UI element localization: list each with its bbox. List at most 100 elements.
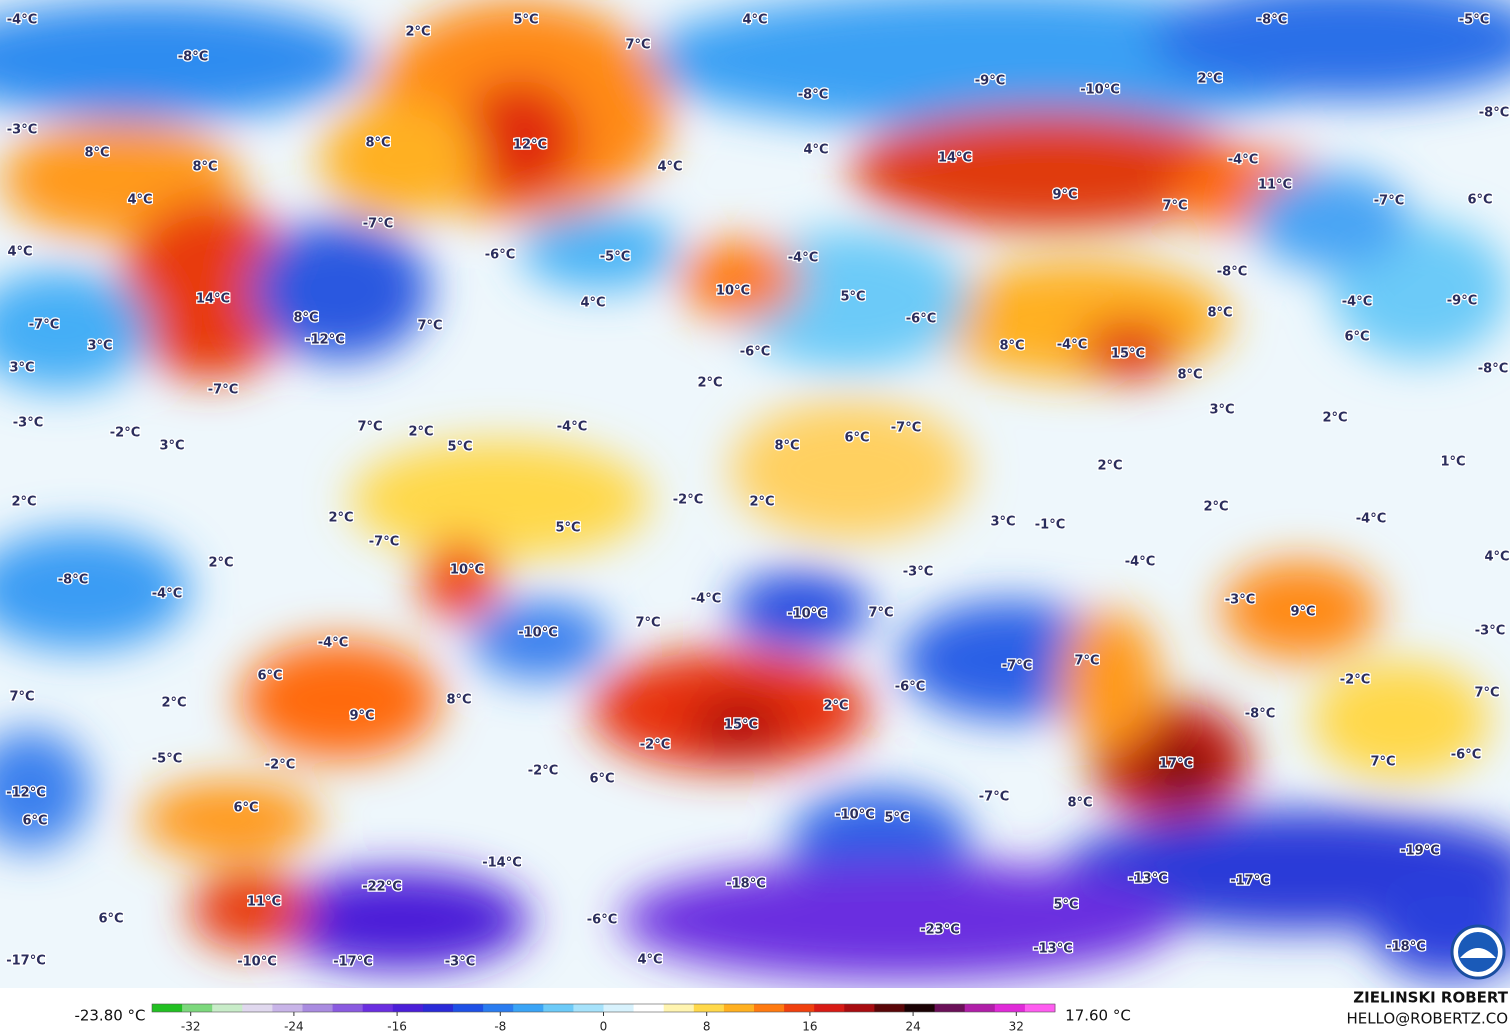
temperature-label: -17°C (333, 955, 373, 970)
temperature-label: -3°C (445, 955, 475, 970)
temperature-label: 2°C (328, 511, 353, 526)
temperature-label: -18°C (1386, 940, 1426, 955)
temperature-label: -17°C (6, 954, 46, 969)
temperature-label: 2°C (208, 556, 233, 571)
temperature-label: 7°C (1074, 654, 1099, 669)
temperature-label: -5°C (600, 250, 630, 265)
temperature-label: -8°C (1257, 13, 1287, 28)
temperature-label: -2°C (1340, 673, 1370, 688)
temperature-label: 8°C (774, 439, 799, 454)
temperature-label: -4°C (318, 636, 348, 651)
temperature-label: -8°C (798, 88, 828, 103)
temperature-label: 3°C (9, 361, 34, 376)
temperature-label: 6°C (1344, 330, 1369, 345)
colorbar-segment (573, 1004, 604, 1012)
temperature-label: 7°C (635, 616, 660, 631)
temperature-label: 4°C (7, 245, 32, 260)
temperature-label: 11°C (1258, 178, 1292, 193)
colorbar-segment (1024, 1004, 1056, 1012)
temperature-label: -3°C (1475, 624, 1505, 639)
temperature-label: 4°C (657, 160, 682, 175)
colorbar-min: -23.80 °C (74, 1007, 145, 1025)
colorbar-segment (392, 1004, 424, 1012)
temperature-label: -7°C (1374, 194, 1404, 209)
temperature-label: -2°C (673, 493, 703, 508)
temperature-label: -4°C (788, 251, 818, 266)
temperature-label: 3°C (990, 515, 1015, 530)
temperature-label: 3°C (159, 439, 184, 454)
temperature-label: -5°C (152, 752, 182, 767)
colorbar-segment (362, 1004, 394, 1012)
temperature-label: 12°C (513, 138, 547, 153)
colorbar-segment (964, 1004, 996, 1012)
temperature-label: 6°C (1467, 193, 1492, 208)
colorbar-segment (994, 1004, 1026, 1012)
temperature-label: -10°C (518, 626, 558, 641)
temperature-label: -4°C (557, 420, 587, 435)
temperature-field (0, 0, 1510, 988)
colorbar-segment (302, 1004, 334, 1012)
temperature-label: -6°C (740, 345, 770, 360)
temperature-label: -4°C (7, 13, 37, 28)
temperature-label: 2°C (11, 495, 36, 510)
temperature-label: 15°C (724, 718, 758, 733)
temperature-label: -12°C (6, 786, 46, 801)
temperature-label: -10°C (237, 955, 277, 970)
colorbar-segment (723, 1004, 755, 1012)
temperature-label: 10°C (716, 284, 750, 299)
colorbar-segment (844, 1004, 875, 1012)
colorbar-segment (483, 1004, 514, 1012)
colorbar-max: 17.60 °C (1065, 1007, 1131, 1025)
temperature-label: 17°C (1159, 757, 1193, 772)
temperature-label: 5°C (555, 521, 580, 536)
colorbar-segment (754, 1004, 785, 1012)
temperature-label: -23°C (920, 923, 960, 938)
colorbar-segment (603, 1004, 635, 1012)
temperature-label: 6°C (844, 431, 869, 446)
temperature-label: -4°C (691, 592, 721, 607)
temperature-label: -10°C (787, 607, 827, 622)
temperature-label: -6°C (587, 913, 617, 928)
temperature-label: -7°C (1002, 659, 1032, 674)
temperature-label: 2°C (1197, 72, 1222, 87)
temperature-label: 11°C (247, 895, 281, 910)
colorbar-tick-label: -24 (284, 1020, 304, 1034)
temperature-label: -7°C (891, 421, 921, 436)
temperature-label: 5°C (840, 290, 865, 305)
temperature-label: 8°C (192, 160, 217, 175)
temperature-label: 7°C (1370, 755, 1395, 770)
temperature-label: -4°C (1356, 512, 1386, 527)
temperature-label: 7°C (1162, 199, 1187, 214)
temperature-label: -4°C (1342, 295, 1372, 310)
temperature-label: -7°C (979, 790, 1009, 805)
colorbar-segment (182, 1004, 213, 1012)
temperature-label: -13°C (1128, 872, 1168, 887)
temperature-label: -10°C (1080, 83, 1120, 98)
temperature-label: 5°C (1053, 898, 1078, 913)
temperature-label: 9°C (1052, 188, 1077, 203)
temperature-label: -4°C (152, 587, 182, 602)
colorbar-segment (543, 1004, 574, 1012)
colorbar-tick-label: 32 (1009, 1020, 1024, 1034)
colorbar-tick-label: -16 (387, 1020, 407, 1034)
temperature-label: -6°C (895, 680, 925, 695)
colorbar-tick-label: 16 (802, 1020, 817, 1034)
colorbar-segment (633, 1004, 665, 1012)
temperature-label: -6°C (906, 312, 936, 327)
colorbar-segment (453, 1004, 484, 1012)
temperature-label: -3°C (13, 416, 43, 431)
colorbar-segment (242, 1004, 273, 1012)
temperature-label: 8°C (1177, 368, 1202, 383)
colorbar-segment (332, 1004, 364, 1012)
temperature-label: 15°C (1111, 347, 1145, 362)
temperature-label: -4°C (1057, 338, 1087, 353)
temperature-label: 6°C (257, 669, 282, 684)
temperature-label: 7°C (1474, 686, 1499, 701)
temperature-label: 2°C (1322, 411, 1347, 426)
temperature-label: 14°C (938, 151, 972, 166)
temperature-label: -22°C (362, 880, 402, 895)
temperature-label: -4°C (1125, 555, 1155, 570)
temperature-label: -14°C (482, 856, 522, 871)
temperature-label: 1°C (1440, 455, 1465, 470)
